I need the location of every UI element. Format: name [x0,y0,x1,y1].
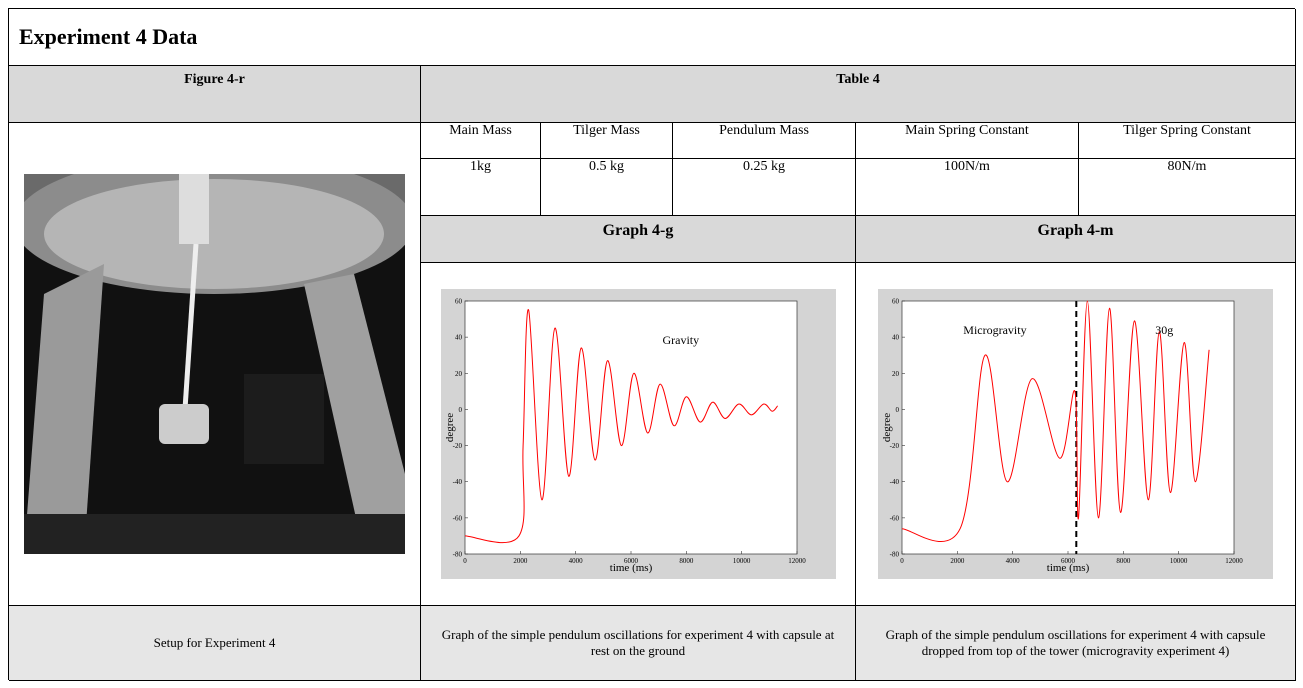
y-tick-label: -20 [452,442,462,450]
plot-area [465,301,797,554]
x-tick-label: 2000 [950,557,965,565]
table-header: Table 4 [421,66,1296,123]
x-tick-label: 10000 [732,557,750,565]
y-tick-label: -80 [452,551,462,559]
graph-caption: Graph of the simple pendulum oscillation… [421,606,856,681]
table-value: 1kg [421,159,541,216]
x-tick-label: 0 [900,557,904,565]
y-axis-label: degree [444,413,456,442]
column-header: Tilger Mass [541,123,673,159]
column-header: Main Mass [421,123,541,159]
y-axis-label: degree [881,413,893,442]
y-tick-label: -80 [890,551,900,559]
y-tick-label: 60 [455,298,463,306]
column-header: Pendulum Mass [673,123,856,159]
x-tick-label: 0 [463,557,467,565]
y-tick-label: 0 [458,406,462,414]
x-tick-label: 8000 [1116,557,1131,565]
x-tick-label: 4000 [568,557,583,565]
table-value: 80N/m [1079,159,1296,216]
y-tick-label: 60 [892,298,900,306]
photo [24,174,405,554]
annotation: Microgravity [963,323,1026,337]
x-axis-label: time (ms) [1047,562,1090,574]
photo-cell [9,123,421,606]
table-value: 0.5 kg [541,159,673,216]
graph-header: Graph 4-m [856,216,1296,263]
page: Experiment 4 Data Figure 4-r Table 4 Mai… [0,0,1303,688]
y-tick-label: -40 [890,478,900,486]
column-header: Main Spring Constant [856,123,1079,159]
x-tick-label: 4000 [1006,557,1021,565]
x-tick-label: 10000 [1170,557,1188,565]
y-tick-label: 20 [892,370,900,378]
frame: Experiment 4 Data Figure 4-r Table 4 Mai… [8,8,1295,680]
y-tick-label: -60 [890,514,900,522]
table-value: 100N/m [856,159,1079,216]
graph-caption: Graph of the simple pendulum oscillation… [856,606,1296,681]
annotation: 30g [1155,323,1173,337]
figure-header: Figure 4-r [9,66,421,123]
title-cell: Experiment 4 Data [9,9,1296,66]
x-axis-label: time (ms) [609,562,652,574]
annotation: Gravity [662,333,699,347]
x-tick-label: 2000 [513,557,528,565]
title: Experiment 4 Data [19,24,197,50]
x-tick-label: 12000 [1225,557,1243,565]
figure-caption: Setup for Experiment 4 [9,606,421,681]
x-tick-label: 8000 [679,557,694,565]
y-tick-label: -20 [890,442,900,450]
x-tick-label: 12000 [788,557,806,565]
y-tick-label: 0 [896,406,900,414]
y-tick-label: 40 [892,334,900,342]
column-header: Tilger Spring Constant [1079,123,1296,159]
table-value: 0.25 kg [673,159,856,216]
y-tick-label: 20 [455,370,463,378]
y-tick-label: 40 [455,334,463,342]
y-tick-label: -60 [452,514,462,522]
graph-header: Graph 4-g [421,216,856,263]
y-tick-label: -40 [452,478,462,486]
